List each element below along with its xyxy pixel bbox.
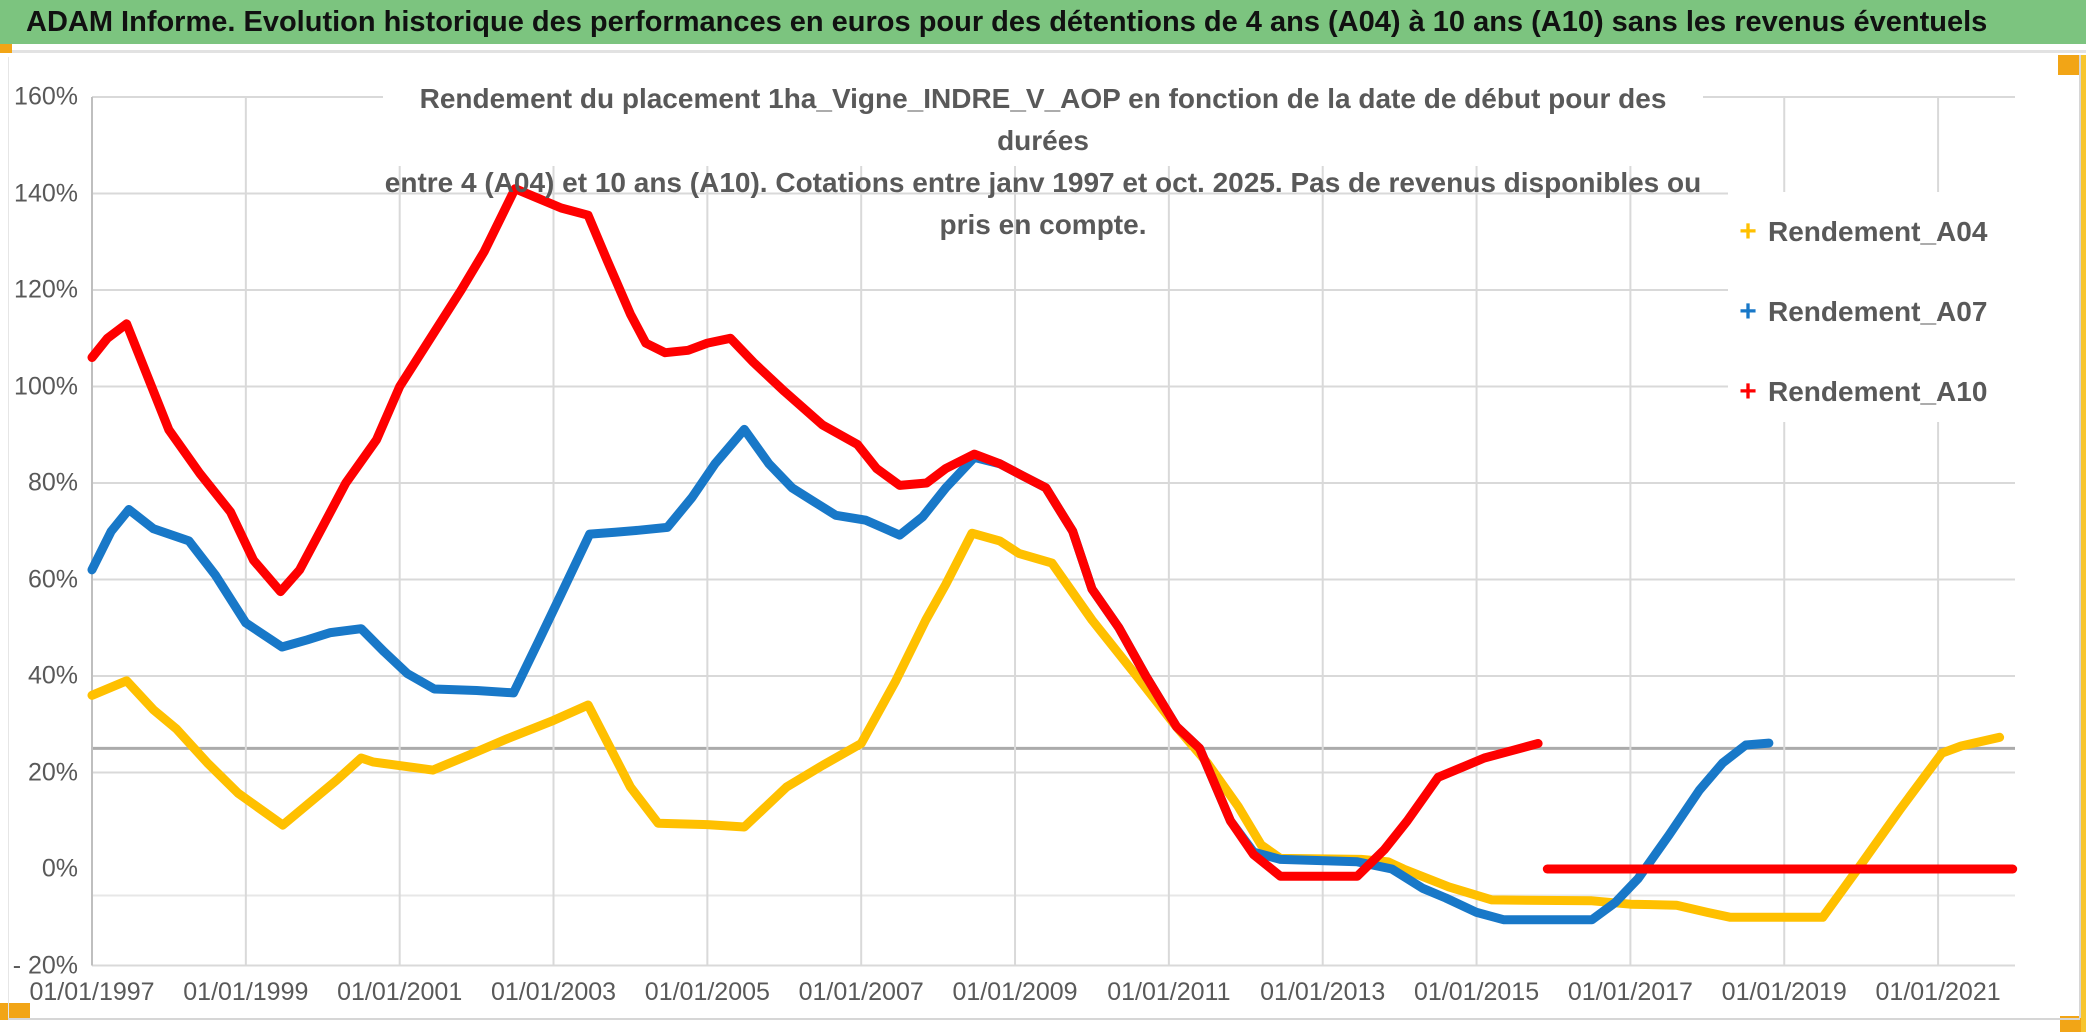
x-axis-label-2021: 01/01/2021 — [1875, 978, 2001, 1006]
legend-label: Rendement_A04 — [1768, 216, 1988, 247]
y-axis-label-160: 160% — [14, 82, 78, 111]
y-axis-label-120: 120% — [14, 275, 78, 304]
chart-border-right — [2079, 55, 2081, 1018]
x-axis-label-2009: 01/01/2009 — [952, 978, 1078, 1006]
legend-marker-icon: + — [1739, 215, 1757, 248]
y-axis-label--20: - 20% — [12, 951, 78, 979]
series-Rendement_A10 — [87, 184, 1543, 881]
y-axis-label-60: 60% — [27, 565, 78, 593]
x-axis-label-1997: 01/01/1997 — [29, 978, 155, 1006]
right-edge-strip — [2081, 55, 2086, 1032]
x-axis-label-2003: 01/01/2003 — [490, 978, 617, 1006]
chart-title-line1: Rendement du placement 1ha_Vigne_INDRE_V… — [419, 83, 1667, 156]
page-title: ADAM Informe. Evolution historique des p… — [0, 0, 2086, 44]
x-axis-label-2013: 01/01/2013 — [1260, 978, 1386, 1006]
header-divider — [0, 50, 2086, 53]
x-axis-label-1999: 01/01/1999 — [183, 978, 309, 1006]
x-axis-label-2005: 01/01/2005 — [644, 978, 770, 1006]
x-axis-label-2017: 01/01/2017 — [1567, 978, 1693, 1006]
legend-marker-icon: + — [1739, 295, 1757, 328]
x-axis-label-2011: 01/01/2011 — [1107, 978, 1231, 1006]
corner-accent-top-left — [0, 44, 12, 53]
legend-item-Rendement_A07: + Rendement_A07 — [1728, 272, 2073, 352]
x-axis-label-2015: 01/01/2015 — [1413, 978, 1540, 1006]
legend-item-Rendement_A04: + Rendement_A04 — [1728, 192, 2073, 272]
chart-legend: + Rendement_A04 + Rendement_A07 + Rendement_A… — [1728, 192, 2073, 422]
legend-label: Rendement_A07 — [1768, 296, 1988, 327]
y-axis-label-140: 140% — [14, 179, 78, 207]
corner-accent-bottom-right — [2060, 1016, 2086, 1032]
x-axis-label-2001: 01/01/2001 — [337, 978, 463, 1006]
x-axis-label-2007: 01/01/2007 — [798, 978, 924, 1006]
y-axis-label-0: 0% — [41, 854, 78, 883]
legend-marker-icon: + — [1739, 375, 1757, 408]
y-axis-label-80: 80% — [27, 468, 78, 497]
chart-title-line2: entre 4 (A04) et 10 ans (A10). Cotations… — [384, 167, 1702, 240]
series-Rendement_A04 — [87, 528, 2005, 922]
chart-border-bottom — [8, 1018, 2080, 1020]
legend-label: Rendement_A10 — [1768, 376, 1988, 407]
y-axis-label-40: 40% — [27, 661, 78, 690]
legend-item-Rendement_A10: + Rendement_A10 — [1728, 352, 2073, 432]
corner-accent-bottom-left — [0, 1003, 30, 1020]
series-Rendement_A07 — [87, 424, 1774, 925]
chart-border-left — [8, 57, 9, 1018]
y-axis-label-100: 100% — [14, 372, 78, 400]
chart-title: Rendement du placement 1ha_Vigne_INDRE_V… — [383, 78, 1703, 240]
y-axis-label-20: 20% — [27, 758, 78, 786]
x-axis-label-2019: 01/01/2019 — [1721, 978, 1847, 1006]
